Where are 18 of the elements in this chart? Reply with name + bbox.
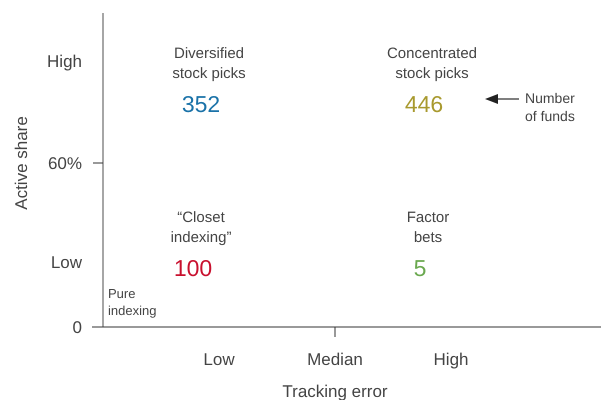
text: 0 — [72, 318, 82, 337]
data-label: 5 — [414, 255, 426, 281]
data-label: 352 — [182, 91, 220, 117]
data-label: 100 — [174, 255, 212, 281]
category-label: Factor bets — [406, 209, 450, 246]
text: High — [47, 52, 82, 71]
data-label: 446 — [404, 91, 444, 117]
text: Median — [307, 350, 363, 369]
text: Pure indexing — [108, 286, 156, 318]
text: Low — [203, 350, 236, 369]
text: Low — [50, 253, 83, 272]
category-label: Diversified stock picks — [172, 45, 246, 82]
category-label: Concentrated stock picks — [386, 45, 478, 82]
text: Number of funds — [525, 90, 576, 124]
text: Active share — [12, 116, 31, 210]
text: High — [434, 350, 468, 369]
category-label: “Closet indexing” — [170, 209, 232, 246]
text: 60% — [48, 154, 82, 173]
